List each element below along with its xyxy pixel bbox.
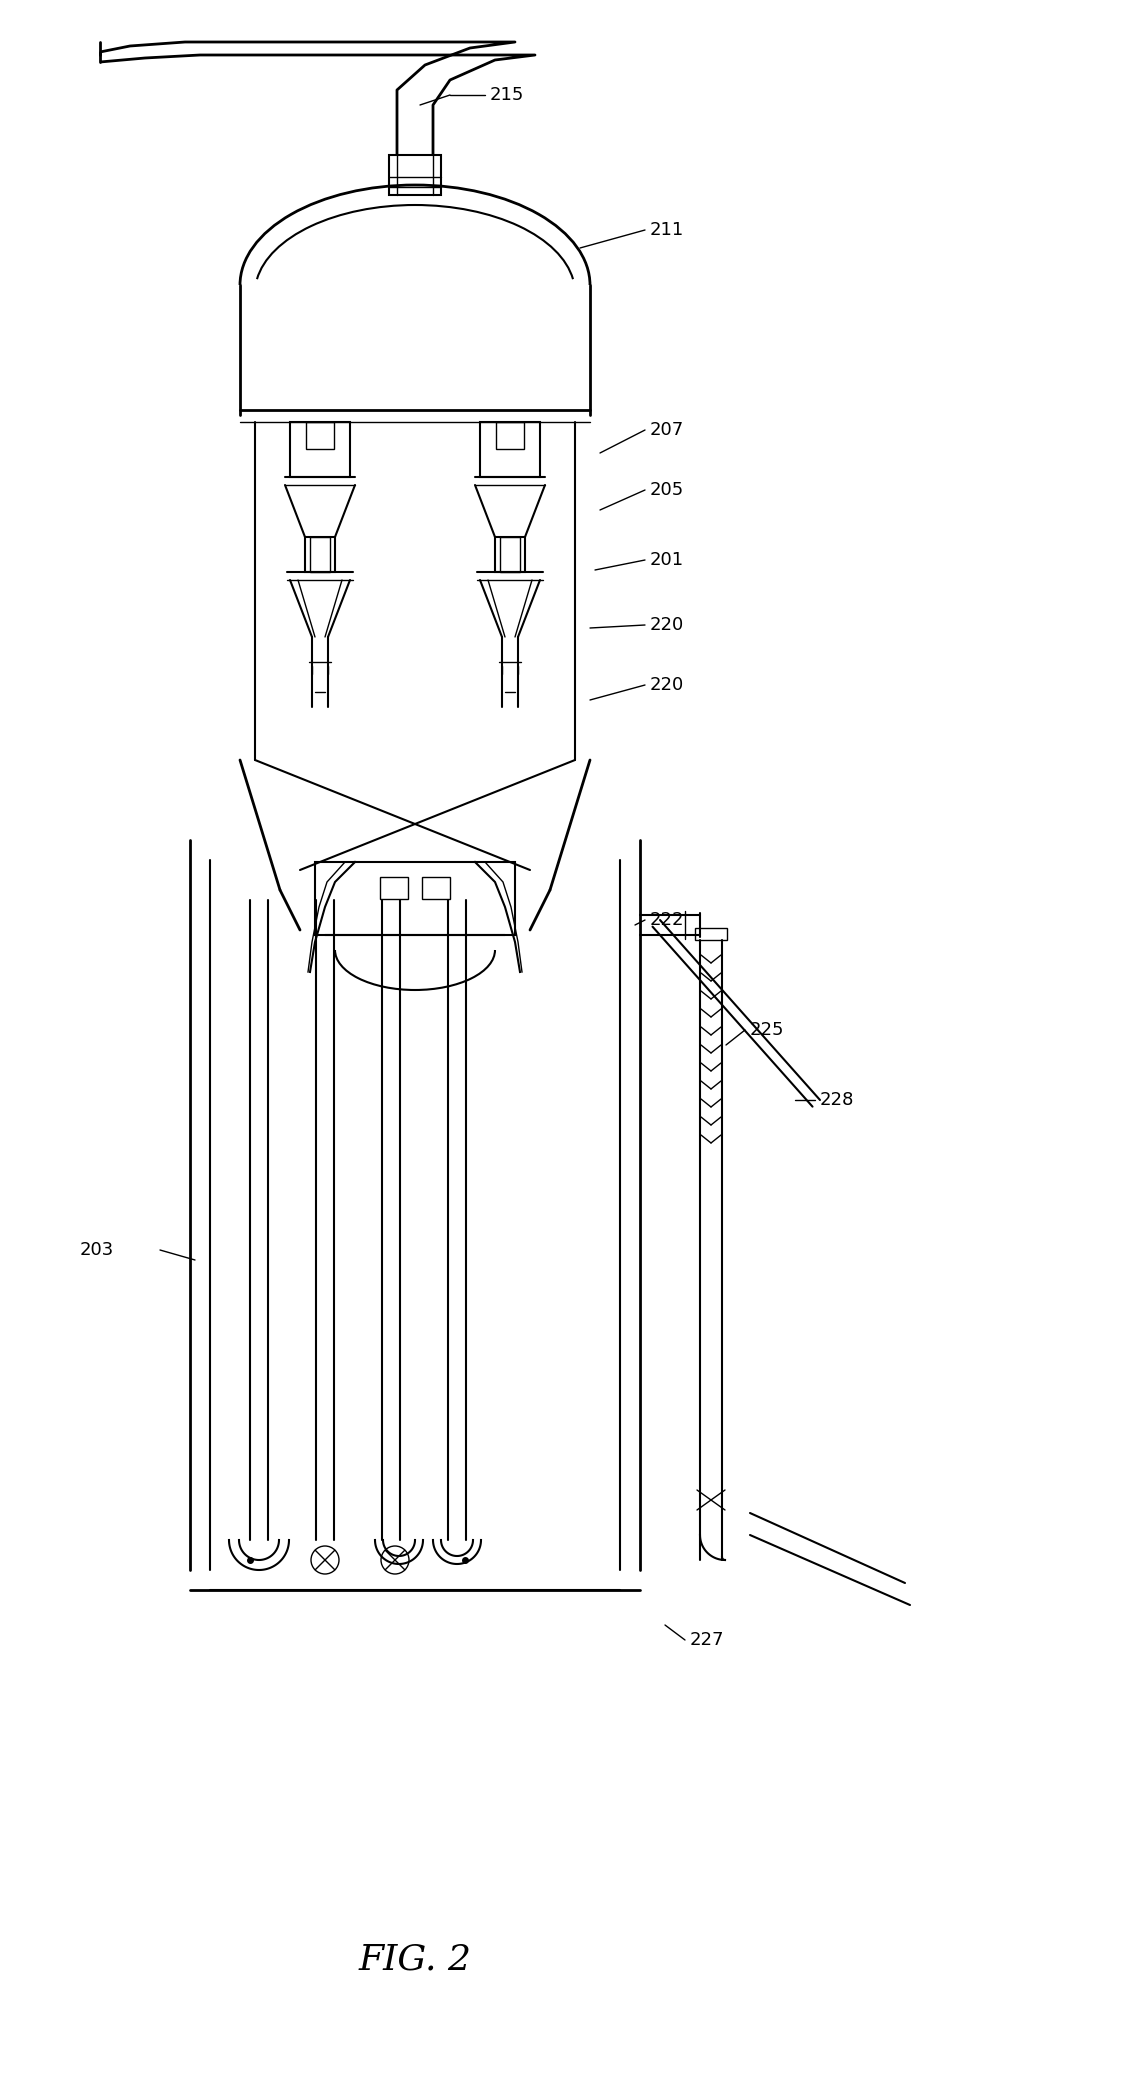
- Text: 222: 222: [650, 912, 684, 928]
- Bar: [305, 536, 335, 572]
- Text: 215: 215: [490, 86, 524, 104]
- Text: 211: 211: [650, 221, 684, 240]
- Bar: [422, 876, 449, 899]
- Bar: [495, 536, 526, 572]
- Bar: [695, 928, 728, 941]
- Bar: [310, 536, 330, 572]
- Text: 225: 225: [750, 1020, 784, 1039]
- Bar: [291, 421, 350, 478]
- Text: FIG. 2: FIG. 2: [359, 1942, 471, 1978]
- Bar: [389, 154, 442, 194]
- Bar: [501, 536, 520, 572]
- Text: 227: 227: [690, 1631, 724, 1650]
- Bar: [316, 862, 515, 935]
- Bar: [380, 876, 407, 899]
- Bar: [306, 421, 334, 448]
- Bar: [480, 421, 540, 478]
- Bar: [496, 421, 524, 448]
- Text: 205: 205: [650, 482, 684, 499]
- Text: 207: 207: [650, 421, 684, 438]
- Text: 220: 220: [650, 615, 684, 634]
- Text: 201: 201: [650, 551, 684, 569]
- Text: 220: 220: [650, 676, 684, 695]
- Text: 203: 203: [79, 1241, 115, 1260]
- Text: 228: 228: [819, 1091, 855, 1110]
